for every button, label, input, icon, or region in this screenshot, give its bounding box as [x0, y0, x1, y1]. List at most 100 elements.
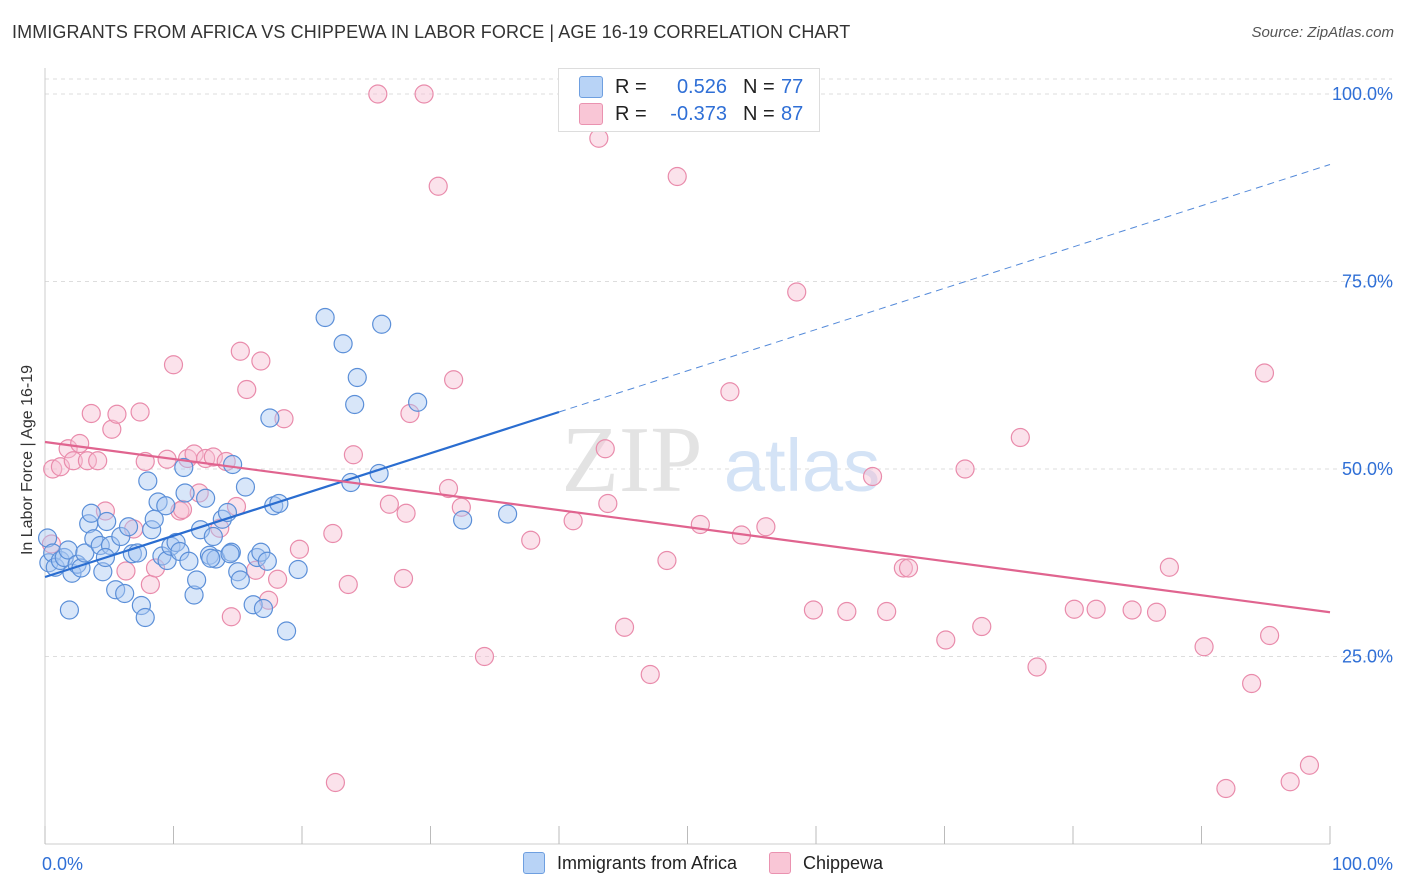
- chippewa-point: [267, 569, 288, 589]
- legend-label-chippewa: Chippewa: [802, 852, 884, 873]
- tick-labels: 25.0% 50.0% 75.0% 100.0% 0.0% 100.0%: [42, 84, 1393, 874]
- legend-item-africa[interactable]: Immigrants from Africa: [522, 852, 737, 874]
- legend-label-africa: Immigrants from Africa: [556, 852, 737, 873]
- chippewa-point: [720, 382, 740, 402]
- x-tick-label: 100.0%: [1332, 854, 1393, 874]
- legend-item-chippewa[interactable]: Chippewa: [768, 852, 884, 874]
- legend-swatch-africa: [522, 852, 545, 874]
- chippewa-point: [1242, 673, 1262, 694]
- africa-point: [196, 488, 216, 508]
- chippewa-point: [88, 451, 108, 471]
- legend-n-value-africa: 77: [781, 75, 804, 98]
- africa-point: [276, 621, 297, 641]
- chippewa-point: [203, 447, 223, 467]
- africa-point: [37, 528, 58, 548]
- africa-point: [220, 544, 240, 564]
- chippewa-point: [379, 494, 399, 514]
- africa-point: [174, 457, 194, 478]
- africa-point: [131, 595, 151, 616]
- chippewa-point: [184, 444, 204, 464]
- africa-point: [235, 477, 256, 497]
- chippewa-point: [667, 166, 687, 187]
- chippewa-point: [116, 561, 136, 581]
- chippewa-point: [393, 568, 414, 589]
- chippewa-point: [140, 574, 160, 595]
- chippewa-point: [756, 517, 776, 537]
- chippewa-point: [563, 511, 583, 531]
- y-tick-label: 50.0%: [1342, 459, 1393, 479]
- africa-point: [347, 367, 367, 388]
- chippewa-point: [396, 503, 416, 523]
- africa-point: [90, 535, 110, 556]
- chippewa-point: [1280, 772, 1300, 792]
- legend-n-label: N =: [743, 102, 775, 125]
- chippewa-point: [237, 379, 257, 400]
- chippewa-point: [145, 558, 166, 578]
- chippewa-point: [936, 630, 956, 650]
- legend-r-value-chippewa: -0.373: [670, 102, 727, 125]
- chippewa-point: [274, 409, 294, 429]
- chippewa-point: [172, 499, 193, 520]
- chippewa-point: [289, 539, 310, 559]
- africa-point: [221, 542, 241, 562]
- africa-point: [97, 511, 117, 532]
- chippewa-point: [1216, 778, 1236, 799]
- chippewa-point: [1159, 557, 1179, 577]
- chippewa-point: [251, 351, 271, 371]
- africa-trendline: [44, 410, 560, 579]
- chippewa-point: [877, 601, 897, 622]
- chippewa-point: [230, 341, 250, 361]
- africa-point: [111, 526, 131, 547]
- chippewa-point: [77, 451, 98, 471]
- chippewa-point: [803, 600, 824, 620]
- chippewa-point: [400, 403, 420, 424]
- africa-point: [345, 394, 365, 415]
- chippewa-point: [70, 433, 90, 454]
- chippewa-point: [1122, 600, 1142, 620]
- axes: [44, 68, 1331, 845]
- chippewa-point: [474, 646, 495, 667]
- chart-title: IMMIGRANTS FROM AFRICA VS CHIPPEWA IN LA…: [12, 22, 851, 42]
- watermark: ZIP atlas: [562, 408, 881, 512]
- africa-point: [203, 526, 223, 547]
- chippewa-point: [1254, 363, 1275, 383]
- legend-r-value-africa: 0.526: [676, 75, 727, 98]
- chippewa-point: [1194, 637, 1214, 657]
- chippewa-point: [898, 558, 919, 578]
- africa-point: [184, 585, 204, 605]
- chippewa-point: [343, 445, 363, 465]
- chippewa-point: [893, 558, 913, 578]
- africa-point: [260, 408, 280, 428]
- chippewa-point: [972, 616, 992, 637]
- africa-point: [156, 496, 176, 516]
- chippewa-point: [837, 601, 857, 622]
- trendlines: [44, 164, 1331, 614]
- africa-point: [115, 583, 135, 604]
- chippewa-point: [1299, 755, 1320, 775]
- africa-point: [58, 540, 78, 560]
- africa-point: [243, 595, 263, 615]
- chippewa-trendline: [44, 440, 1331, 614]
- africa-point: [187, 570, 207, 590]
- chippewa-point: [1086, 599, 1106, 619]
- series-legend: Immigrants from Africa Chippewa: [0, 852, 1406, 874]
- chippewa-point: [221, 607, 241, 627]
- chippewa-point: [614, 617, 635, 637]
- y-tick-label: 100.0%: [1332, 84, 1393, 104]
- legend-row-africa: R = 0.526 N = 77: [579, 74, 803, 100]
- africa-point: [135, 607, 155, 628]
- chippewa-point: [438, 478, 459, 499]
- africa-point: [75, 543, 95, 563]
- chippewa-point: [1064, 599, 1084, 619]
- legend-r-label: R =: [615, 75, 647, 98]
- chippewa-point: [595, 439, 615, 459]
- africa-point: [288, 559, 308, 580]
- legend-n-label: N =: [743, 75, 775, 98]
- legend-swatch-chippewa: [579, 103, 603, 125]
- chippewa-point: [338, 574, 358, 595]
- chippewa-point: [163, 355, 184, 375]
- africa-point: [59, 600, 80, 620]
- africa-point: [179, 551, 199, 571]
- chippewa-point: [862, 466, 883, 487]
